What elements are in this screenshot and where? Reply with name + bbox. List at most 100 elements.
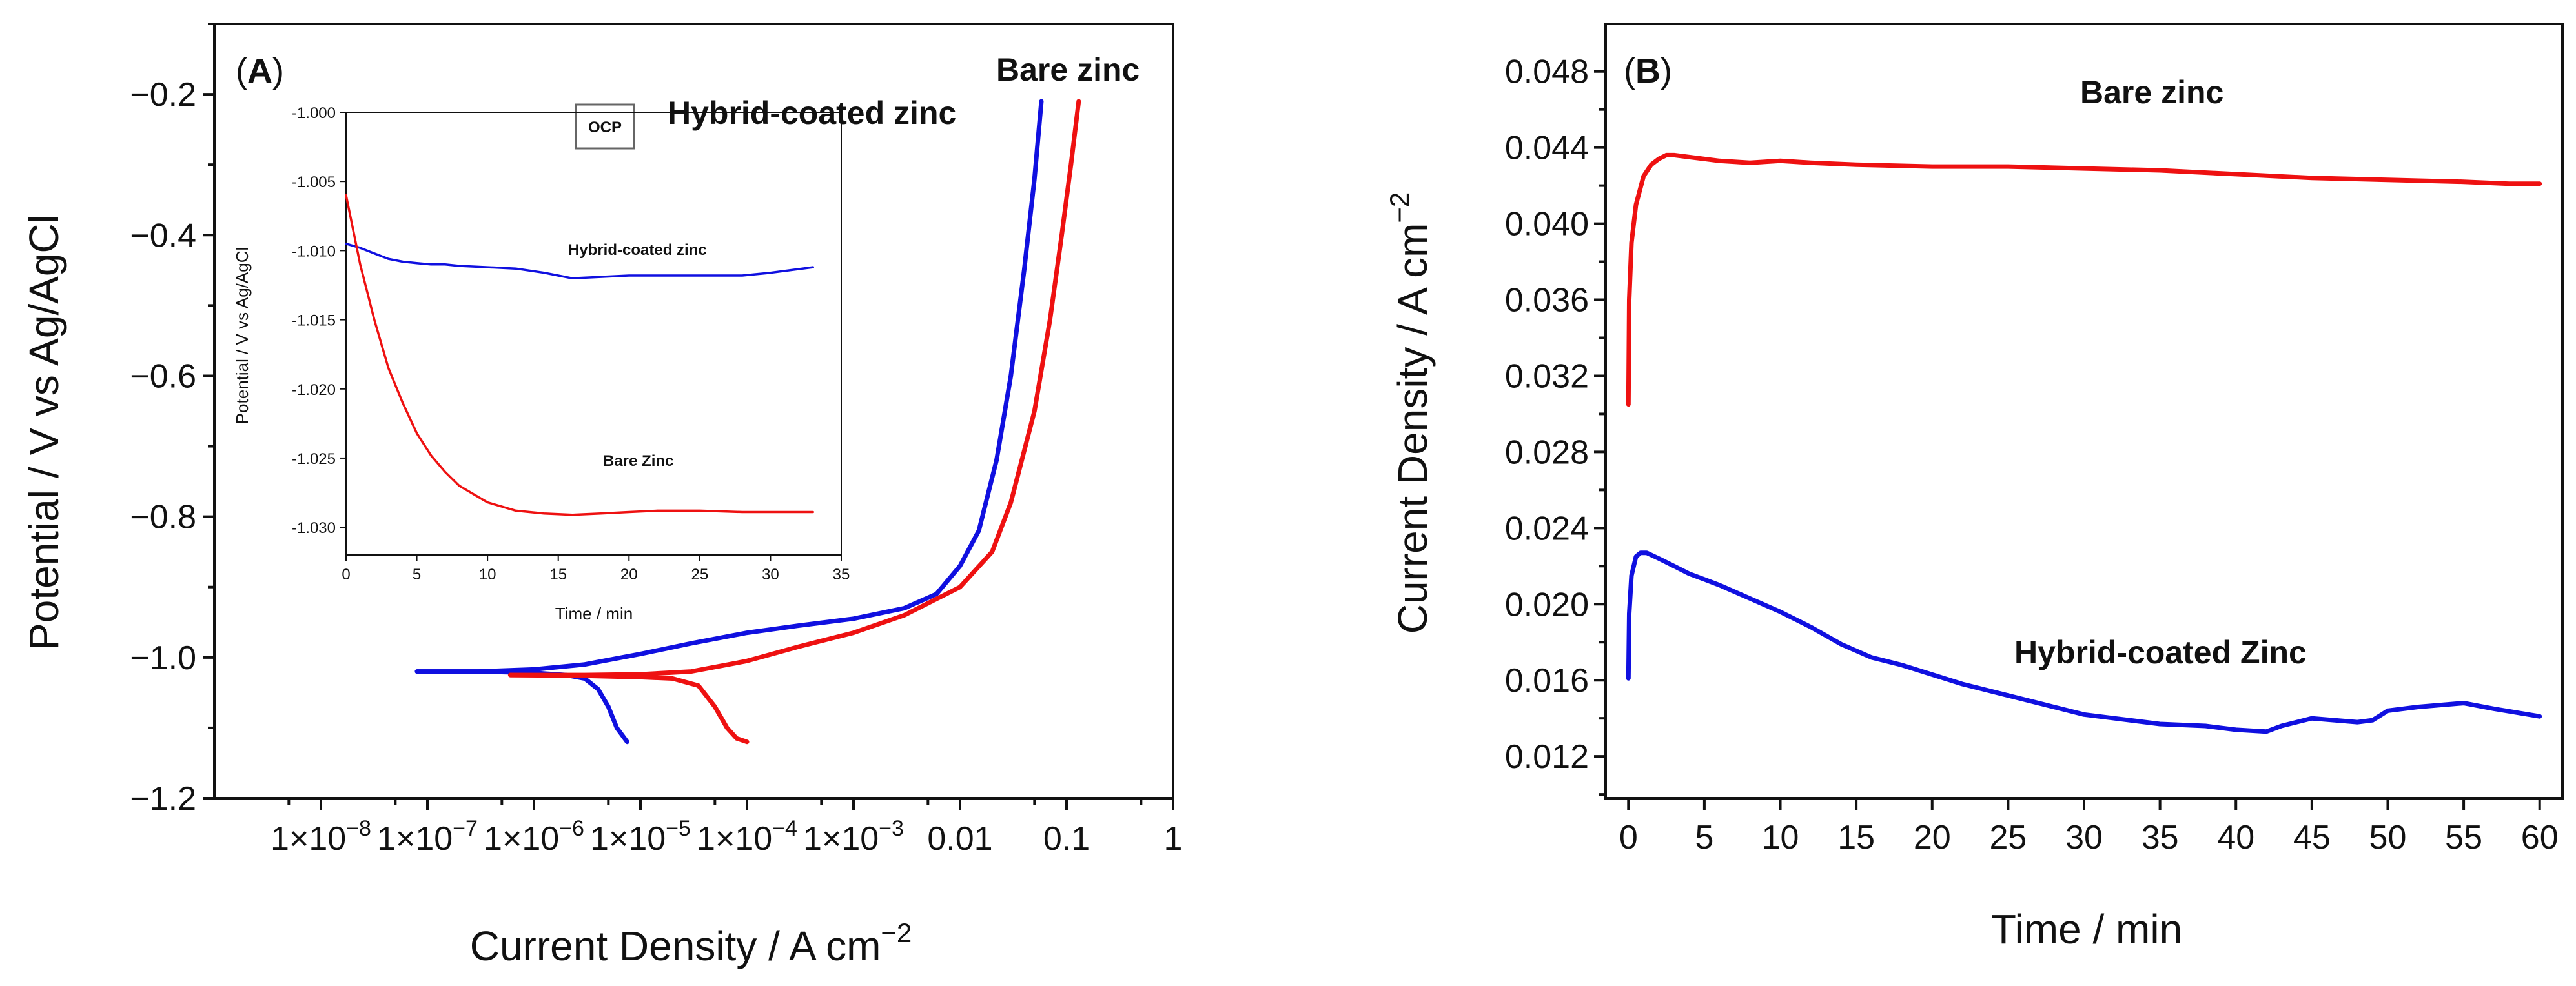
panel-a-x-tick-label: 1 [1164,820,1183,858]
panel-b-y-tick-label: 0.028 [1505,434,1589,471]
panel-a-y-tick-label: −1.0 [130,639,196,677]
inset-y-tick-label: -1.015 [292,312,336,330]
panel-b-series-bare-zinc [1626,152,2542,407]
panel-b-x-tick-label: 50 [2369,819,2407,856]
inset-y-tick-label: -1.000 [292,105,336,122]
panel-b-x-tick-label: 45 [2293,819,2331,856]
series-bare-zinc-cathodic-branch [507,672,750,745]
panel-b-y-ticks: 0.012 0.016 0.020 0.024 0.028 0.032 0.036 0.040… [1505,54,1606,796]
panel-b-y-tick-label: 0.040 [1505,206,1589,243]
panel-b-x-axis-label: Time / min [1991,906,2182,952]
panel-a-y-tick-label: −0.2 [130,76,196,114]
panel-a-x-tick-exponent: −6 [559,816,584,841]
inset-plot-frame [345,112,842,556]
inset-y-tick-label: -1.020 [292,381,336,399]
panel-a-x-tick-label: 1×10−5 [590,816,691,858]
panel-b-x-tick-label: 25 [1989,819,2027,856]
panel-a-x-ticks: 1×10−8 1×10−7 1×10−6 1×10−5 1×10−4 1×10−3 0.01… [271,798,1182,858]
inset-series-group [345,194,814,516]
inset-series-bare-zinc [345,194,814,516]
annotation-bare-zinc: Bare zinc [996,52,1140,88]
inset-y-tick-label: -1.030 [292,519,336,537]
panel-a-x-tick-label: 1×10−6 [484,816,584,858]
panel-a-x-tick-label: 0.1 [1043,820,1090,858]
panel-b-x-tick-label: 40 [2217,819,2254,856]
panel-b-y-axis-label: Current Density / A cm−2 [1384,192,1436,634]
panel-b-y-tick-label: 0.012 [1505,738,1589,776]
panel-b-y-tick-label: 0.032 [1505,357,1589,395]
inset-y-tick-label: -1.025 [292,450,336,468]
panel-b-x-tick-label: 60 [2521,819,2559,856]
inset-x-tick-label: 30 [762,566,779,583]
panel-b: (B) 0.0120.0160.0200.0240.0280.0320.0360… [1384,23,2564,952]
panel-b-series-group [1626,152,2542,734]
panel-a-inset: -1.030 -1.025 -1.020 -1.015 -1.010 -1.005 -1.0… [232,105,850,623]
panel-a-label: (A) [236,52,284,90]
panel-b-y-axis-label-exponent: −2 [1384,192,1415,223]
inset-y-tick-label: -1.005 [292,174,336,191]
inset-y-ticks: -1.030 -1.025 -1.020 -1.015 -1.010 -1.005 -1.0… [292,105,346,537]
panel-b-y-tick-label: 0.044 [1505,130,1589,167]
panel-a-y-tick-label: −0.8 [130,499,196,536]
panel-a-y-tick-label: −0.6 [130,357,196,395]
panel-b-x-tick-label: 15 [1837,819,1875,856]
panel-a-series-group [414,99,1081,745]
series-bare-zinc-anodic-branch [507,99,1081,678]
panel-a-x-tick-label: 0.01 [927,820,992,858]
panel-a-x-axis-label: Current Density / A cm−2 [470,918,912,969]
panel-b-y-tick-label: 0.020 [1505,586,1589,623]
inset-label-bare-zinc: Bare Zinc [603,452,673,470]
panel-a-x-tick-exponent: −4 [772,816,797,841]
annotation-b-hybrid-coated-zinc: Hybrid-coated Zinc [2014,634,2307,670]
panel-b-x-tick-label: 20 [1914,819,1951,856]
panel-a-x-tick-exponent: −3 [879,816,904,841]
inset-y-axis-label: Potential / V vs Ag/AgCl [232,247,252,425]
panel-a-x-axis-label-text: Current Density / A cm [470,923,881,969]
panel-b-x-tick-label: 0 [1619,819,1638,856]
panel-a-x-tick-label: 1×10−4 [697,816,797,858]
panel-a-x-tick-exponent: −7 [453,816,478,841]
panel-b-plot-frame [1604,23,2564,800]
panel-b-x-tick-label: 5 [1695,819,1713,856]
panel-b-x-tick-label: 30 [2065,819,2103,856]
panel-b-y-axis-label-text: Current Density / A cm [1389,223,1436,634]
panel-a-x-axis-label-exponent: −2 [881,918,912,948]
panel-a: (A) −1.2−1.0−0.8−0.6−0.4−0.2 1×10−8 1×10−… [21,23,1182,969]
panel-a-x-tick-label: 1×10−3 [803,816,904,858]
panel-b-y-tick-label: 0.016 [1505,662,1589,699]
panel-b-label: (B) [1624,52,1672,90]
series-hybrid-coated-zinc-cathodic-branch [414,669,629,745]
inset-x-tick-label: 5 [413,566,421,583]
panel-b-y-tick-label: 0.048 [1505,54,1589,91]
panel-b-x-tick-label: 35 [2142,819,2179,856]
panel-a-y-ticks: −1.2 −1.0 −0.8 −0.6 −0.4 −0.2 [130,23,214,818]
ocp-label: OCP [588,119,622,136]
inset-label-hybrid-coated-zinc: Hybrid-coated zinc [568,241,707,259]
panel-a-x-tick-label: 1×10−8 [271,816,371,858]
panel-a-x-tick-label: 1×10−7 [377,816,478,858]
panel-a-y-tick-label: −1.2 [130,780,196,818]
panel-b-x-ticks: 0 5 10 15 20 25 30 35 40 45 50 55 60 [1619,798,2559,856]
panel-b-series-hybrid-coated-zinc [1626,550,2542,734]
panel-b-x-tick-label: 10 [1762,819,1799,856]
panel-a-plot-frame [213,23,1174,800]
series-hybrid-coated-zinc-anodic-branch [414,99,1044,674]
inset-x-axis-label: Time / min [555,604,633,623]
inset-x-tick-label: 15 [549,566,567,583]
panel-a-x-tick-exponent: −5 [666,816,691,841]
inset-x-tick-label: 35 [833,566,850,583]
panel-b-label-letter: B [1635,52,1661,90]
panel-b-x-tick-label: 55 [2445,819,2482,856]
inset-x-tick-label: 20 [620,566,638,583]
inset-y-tick-label: -1.010 [292,243,336,260]
inset-x-ticks: 0 5 10 15 20 25 30 35 [342,555,850,583]
panel-a-y-tick-label: −0.4 [130,217,196,254]
inset-x-tick-label: 0 [342,566,350,583]
inset-x-tick-label: 10 [479,566,496,583]
panel-b-y-tick-label: 0.036 [1505,282,1589,319]
panel-b-y-tick-label: 0.024 [1505,510,1589,547]
panel-a-x-tick-exponent: −8 [346,816,371,841]
annotation-b-bare-zinc: Bare zinc [2080,74,2223,110]
panel-a-y-axis-label: Potential / V vs Ag/AgCl [21,214,67,650]
